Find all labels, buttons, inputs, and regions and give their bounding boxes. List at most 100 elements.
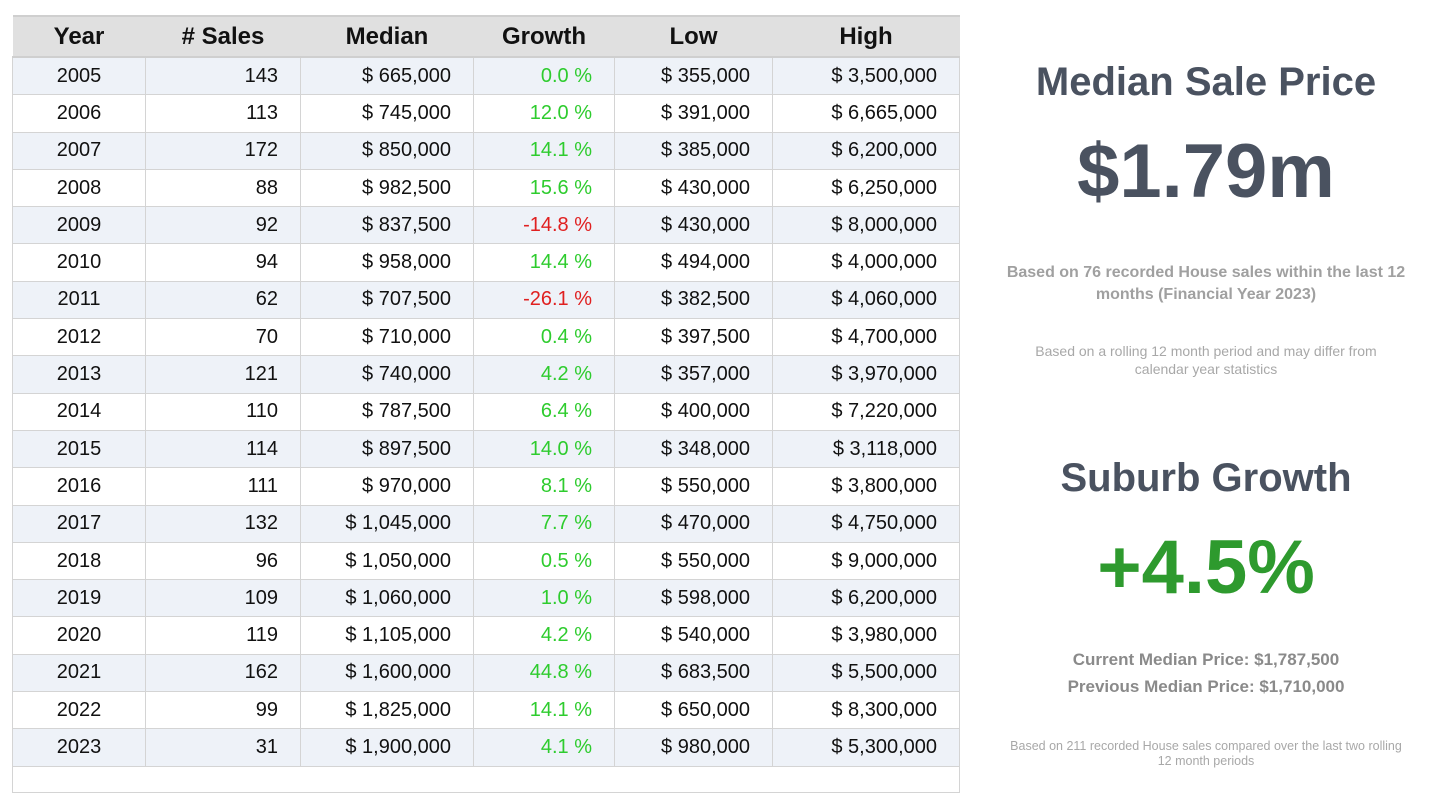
table-cell: $ 391,000 bbox=[614, 94, 773, 133]
table-cell: 132 bbox=[145, 504, 301, 543]
empty-row bbox=[12, 765, 960, 793]
table-row: 2016 111 $ 970,000 8.1 % $ 550,000 $ 3,800,00… bbox=[12, 467, 960, 506]
table-cell: 12.0 % bbox=[473, 94, 615, 133]
table-row: 2007 172 $ 850,000 14.1 % $ 385,000 $ 6,200,0… bbox=[12, 131, 960, 170]
table-row: 2009 92 $ 837,500 -14.8 % $ 430,000 $ 8,000,0… bbox=[12, 206, 960, 245]
empty-cell bbox=[12, 765, 960, 793]
table-cell: $ 837,500 bbox=[300, 206, 474, 245]
growth-footnote: Based on 211 recorded House sales compar… bbox=[1010, 739, 1402, 768]
table-cell: 2020 bbox=[12, 616, 146, 655]
table-cell: $ 3,800,000 bbox=[772, 467, 960, 506]
table-cell: 2009 bbox=[12, 206, 146, 245]
table-cell: 1.0 % bbox=[473, 579, 615, 618]
growth-value: +4.5% bbox=[1097, 525, 1315, 610]
table-cell: 2012 bbox=[12, 318, 146, 357]
table-cell: 110 bbox=[145, 392, 301, 431]
table-cell: $ 348,000 bbox=[614, 429, 773, 469]
table-cell: $ 4,750,000 bbox=[772, 504, 960, 543]
current-median: Current Median Price: $1,787,500 bbox=[1072, 650, 1340, 669]
table-cell: 2014 bbox=[12, 392, 146, 431]
table-cell: 2008 bbox=[12, 168, 146, 208]
table-cell: 4.2 % bbox=[473, 355, 615, 394]
table-cell: $ 1,105,000 bbox=[300, 616, 474, 655]
table-cell: $ 850,000 bbox=[300, 131, 474, 170]
table-cell: 62 bbox=[145, 280, 301, 320]
table-row: 2008 88 $ 982,500 15.6 % $ 430,000 $ 6,250,00… bbox=[12, 168, 960, 208]
table-cell: $ 6,665,000 bbox=[772, 94, 960, 133]
table-cell: $ 1,060,000 bbox=[300, 579, 474, 618]
table-cell: 109 bbox=[145, 579, 301, 618]
table-cell: $ 400,000 bbox=[614, 392, 773, 431]
column-header: Growth bbox=[473, 15, 615, 58]
table-cell: -26.1 % bbox=[473, 280, 615, 320]
table-cell: 6.4 % bbox=[473, 392, 615, 431]
table-cell: $ 550,000 bbox=[614, 541, 773, 581]
header-row: Year # Sales Median Growth Low High bbox=[12, 15, 960, 58]
table-cell: 4.1 % bbox=[473, 728, 615, 767]
median-footnote: Based on a rolling 12 month period and m… bbox=[1035, 343, 1377, 377]
table-cell: $ 6,200,000 bbox=[772, 579, 960, 618]
table-row: 2021 162 $ 1,600,000 44.8 % $ 683,500 $ 5,500… bbox=[12, 653, 960, 693]
table-cell: 88 bbox=[145, 168, 301, 208]
table-cell: $ 958,000 bbox=[300, 243, 474, 282]
table-row: 2017 132 $ 1,045,000 7.7 % $ 470,000 $ 4,750,… bbox=[12, 504, 960, 543]
table-cell: 14.4 % bbox=[473, 243, 615, 282]
table-cell: 0.0 % bbox=[473, 56, 615, 96]
table-cell: $ 3,970,000 bbox=[772, 355, 960, 394]
table-cell: $ 357,000 bbox=[614, 355, 773, 394]
table-row: 2018 96 $ 1,050,000 0.5 % $ 550,000 $ 9,000,0… bbox=[12, 541, 960, 581]
table-cell: $ 385,000 bbox=[614, 131, 773, 170]
table-cell: -14.8 % bbox=[473, 206, 615, 245]
table-cell: 14.1 % bbox=[473, 131, 615, 170]
table-cell: $ 4,700,000 bbox=[772, 318, 960, 357]
table-cell: 162 bbox=[145, 653, 301, 693]
table-cell: $ 8,300,000 bbox=[772, 691, 960, 730]
table-cell: 114 bbox=[145, 429, 301, 469]
table-cell: $ 3,980,000 bbox=[772, 616, 960, 655]
table-cell: 143 bbox=[145, 56, 301, 96]
table-cell: 172 bbox=[145, 131, 301, 170]
table-cell: 2019 bbox=[12, 579, 146, 618]
table-cell: 92 bbox=[145, 206, 301, 245]
table-cell: $ 550,000 bbox=[614, 467, 773, 506]
table-row: 2020 119 $ 1,105,000 4.2 % $ 540,000 $ 3,980,… bbox=[12, 616, 960, 655]
table-cell: $ 970,000 bbox=[300, 467, 474, 506]
table-cell: 2017 bbox=[12, 504, 146, 543]
table-cell: 96 bbox=[145, 541, 301, 581]
table-row: 2015 114 $ 897,500 14.0 % $ 348,000 $ 3,118,0… bbox=[12, 429, 960, 469]
table-cell: 44.8 % bbox=[473, 653, 615, 693]
table-cell: 14.0 % bbox=[473, 429, 615, 469]
column-header: High bbox=[772, 15, 960, 58]
column-header: # Sales bbox=[145, 15, 301, 58]
table-cell: 7.7 % bbox=[473, 504, 615, 543]
table-cell: $ 397,500 bbox=[614, 318, 773, 357]
table-cell: 70 bbox=[145, 318, 301, 357]
table-cell: $ 1,600,000 bbox=[300, 653, 474, 693]
table-cell: 99 bbox=[145, 691, 301, 730]
table-row: 2011 62 $ 707,500 -26.1 % $ 382,500 $ 4,060,0… bbox=[12, 280, 960, 320]
table-cell: 113 bbox=[145, 94, 301, 133]
table-cell: $ 430,000 bbox=[614, 168, 773, 208]
table-cell: $ 1,050,000 bbox=[300, 541, 474, 581]
table-cell: $ 4,000,000 bbox=[772, 243, 960, 282]
table-cell: 15.6 % bbox=[473, 168, 615, 208]
table-cell: $ 5,300,000 bbox=[772, 728, 960, 767]
table-cell: $ 745,000 bbox=[300, 94, 474, 133]
table-cell: $ 7,220,000 bbox=[772, 392, 960, 431]
table-cell: $ 710,000 bbox=[300, 318, 474, 357]
table-cell: $ 707,500 bbox=[300, 280, 474, 320]
table-cell: $ 5,500,000 bbox=[772, 653, 960, 693]
table-cell: $ 430,000 bbox=[614, 206, 773, 245]
table-cell: 2021 bbox=[12, 653, 146, 693]
table-cell: 94 bbox=[145, 243, 301, 282]
median-note: Based on 76 recorded House sales within … bbox=[1006, 264, 1406, 303]
table-cell: 2010 bbox=[12, 243, 146, 282]
column-header: Year bbox=[12, 15, 146, 58]
table-cell: 2023 bbox=[12, 728, 146, 767]
table-cell: 0.4 % bbox=[473, 318, 615, 357]
table-cell: $ 3,500,000 bbox=[772, 56, 960, 96]
table-row: 2013 121 $ 740,000 4.2 % $ 357,000 $ 3,970,00… bbox=[12, 355, 960, 394]
table-cell: $ 4,060,000 bbox=[772, 280, 960, 320]
table-row: 2006 113 $ 745,000 12.0 % $ 391,000 $ 6,665,0… bbox=[12, 94, 960, 133]
